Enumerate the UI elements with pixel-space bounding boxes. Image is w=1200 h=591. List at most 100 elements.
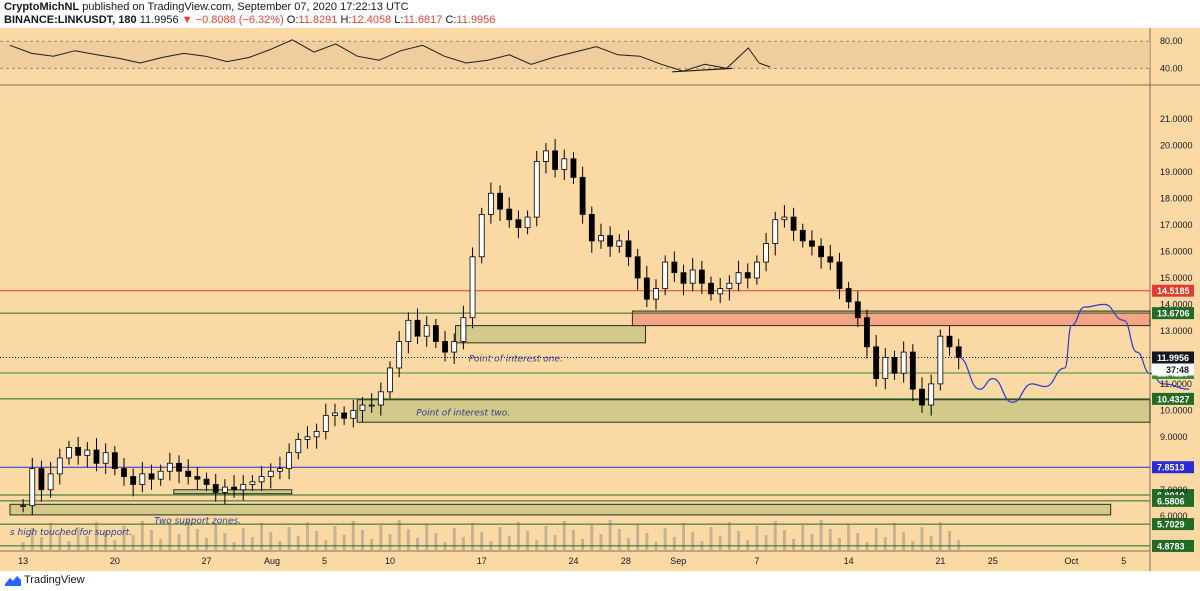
price-label-bg bbox=[1152, 461, 1194, 474]
support-zone bbox=[455, 325, 647, 344]
volume-bar bbox=[792, 539, 796, 550]
volume-bar bbox=[617, 529, 621, 550]
volume-bar bbox=[94, 522, 98, 550]
candle-body bbox=[662, 261, 669, 289]
candle-body bbox=[598, 235, 604, 242]
time-tick-label: 20 bbox=[110, 556, 120, 566]
price-tick-label: 20.0000 bbox=[1160, 141, 1193, 151]
rsi-tick-label: 40.00 bbox=[1160, 63, 1183, 73]
price-tick-label: 18.0000 bbox=[1160, 194, 1193, 204]
price-tick-label: 16.0000 bbox=[1160, 246, 1193, 256]
candle-body bbox=[506, 208, 513, 221]
time-tick-label: Aug bbox=[264, 556, 280, 566]
volume-bar bbox=[351, 521, 355, 550]
volume-bar bbox=[764, 535, 768, 550]
volume-bar bbox=[131, 535, 135, 550]
candle-body bbox=[66, 446, 72, 459]
annotation-text: s high touched for support. bbox=[10, 528, 132, 538]
candle-body bbox=[781, 216, 788, 221]
price-tick-label: 9.0000 bbox=[1160, 432, 1188, 442]
price-tick-label: 10.0000 bbox=[1160, 405, 1193, 415]
time-tick-label: 13 bbox=[18, 556, 28, 566]
volume-bar bbox=[370, 539, 374, 550]
candle-body bbox=[277, 468, 283, 472]
tradingview-logo-icon[interactable] bbox=[4, 573, 22, 587]
open-label: O: bbox=[286, 14, 299, 26]
symbol-label[interactable]: BINANCE:LINKUSDT, 180 bbox=[4, 14, 137, 26]
candle-body bbox=[75, 446, 82, 456]
volume-bar bbox=[755, 526, 759, 550]
volume-bar bbox=[250, 537, 254, 550]
volume-bar bbox=[938, 522, 942, 550]
volume-bar bbox=[360, 530, 364, 550]
support-zone bbox=[9, 503, 1112, 516]
low-value: 11.6817 bbox=[403, 14, 443, 26]
volume-bar bbox=[461, 537, 465, 550]
price-axis: 14.518513.670611.995611.411010.43277.851… bbox=[1152, 114, 1194, 552]
price-tick-label: 6.0000 bbox=[1160, 511, 1188, 521]
volume-bar bbox=[104, 531, 108, 550]
price-label: 5.7029 bbox=[1157, 520, 1185, 530]
candle-body bbox=[423, 325, 430, 337]
time-tick-label: 28 bbox=[621, 556, 631, 566]
candle-body bbox=[286, 452, 293, 469]
volume-bar bbox=[837, 538, 841, 550]
volume-bar bbox=[892, 523, 896, 550]
candle-body bbox=[350, 409, 357, 419]
volume-bar bbox=[315, 531, 319, 550]
candle-body bbox=[396, 341, 403, 369]
volume-bar bbox=[581, 539, 585, 550]
price-label: 4.8783 bbox=[1157, 541, 1185, 551]
zones-layer bbox=[9, 310, 1151, 516]
annotation-text: Point of interest one. bbox=[469, 354, 563, 364]
candle-body bbox=[753, 261, 760, 279]
author-name[interactable]: CryptoMichNL bbox=[4, 1, 80, 13]
candle-body bbox=[533, 161, 540, 218]
volume-bar bbox=[948, 531, 952, 550]
projection-line bbox=[958, 303, 1190, 404]
time-tick-label: Sep bbox=[670, 556, 686, 566]
candle-body bbox=[139, 473, 146, 485]
candle-body bbox=[432, 325, 439, 342]
candle-body bbox=[900, 351, 907, 374]
volume-bar bbox=[58, 532, 62, 550]
candle-body bbox=[891, 356, 898, 374]
rsi-trendline bbox=[672, 67, 733, 73]
volume-bar bbox=[379, 525, 383, 550]
candle-body bbox=[20, 505, 27, 508]
countdown-label: 37:48 bbox=[1166, 365, 1189, 375]
candle-body bbox=[607, 235, 614, 247]
candle-body bbox=[919, 388, 925, 406]
price-label-bg bbox=[1152, 284, 1194, 297]
candle-body bbox=[56, 457, 63, 475]
candlesticks bbox=[20, 138, 962, 515]
candle-body bbox=[946, 335, 953, 348]
candle-body bbox=[799, 229, 806, 242]
volume-bar bbox=[883, 537, 887, 550]
candle-body bbox=[790, 216, 797, 231]
tradingview-brand[interactable]: TradingView bbox=[24, 574, 85, 586]
volume-bar bbox=[305, 522, 309, 550]
volume-bar bbox=[828, 529, 832, 550]
time-tick-label: Oct bbox=[1064, 556, 1079, 566]
price-label-bg bbox=[1152, 351, 1194, 364]
volume-bar bbox=[957, 540, 961, 550]
price-tick-label: 21.0000 bbox=[1160, 114, 1193, 124]
candle-body bbox=[818, 245, 825, 258]
price-label-bg bbox=[1152, 494, 1194, 507]
candle-body bbox=[157, 470, 164, 480]
volume-bar bbox=[406, 529, 410, 550]
candle-body bbox=[414, 319, 421, 337]
price-tick-label: 14.0000 bbox=[1160, 299, 1193, 309]
volume-bar bbox=[773, 521, 777, 550]
candle-body bbox=[570, 158, 577, 178]
candle-body bbox=[176, 462, 182, 472]
candle-body bbox=[579, 176, 586, 215]
price-label: 7.8513 bbox=[1157, 463, 1185, 473]
rsi-pane: 80.00 40.00 bbox=[0, 36, 1183, 73]
candle-body bbox=[231, 486, 237, 491]
volume-bar bbox=[507, 536, 511, 550]
candle-body bbox=[671, 261, 678, 274]
volume-bar bbox=[782, 530, 786, 550]
